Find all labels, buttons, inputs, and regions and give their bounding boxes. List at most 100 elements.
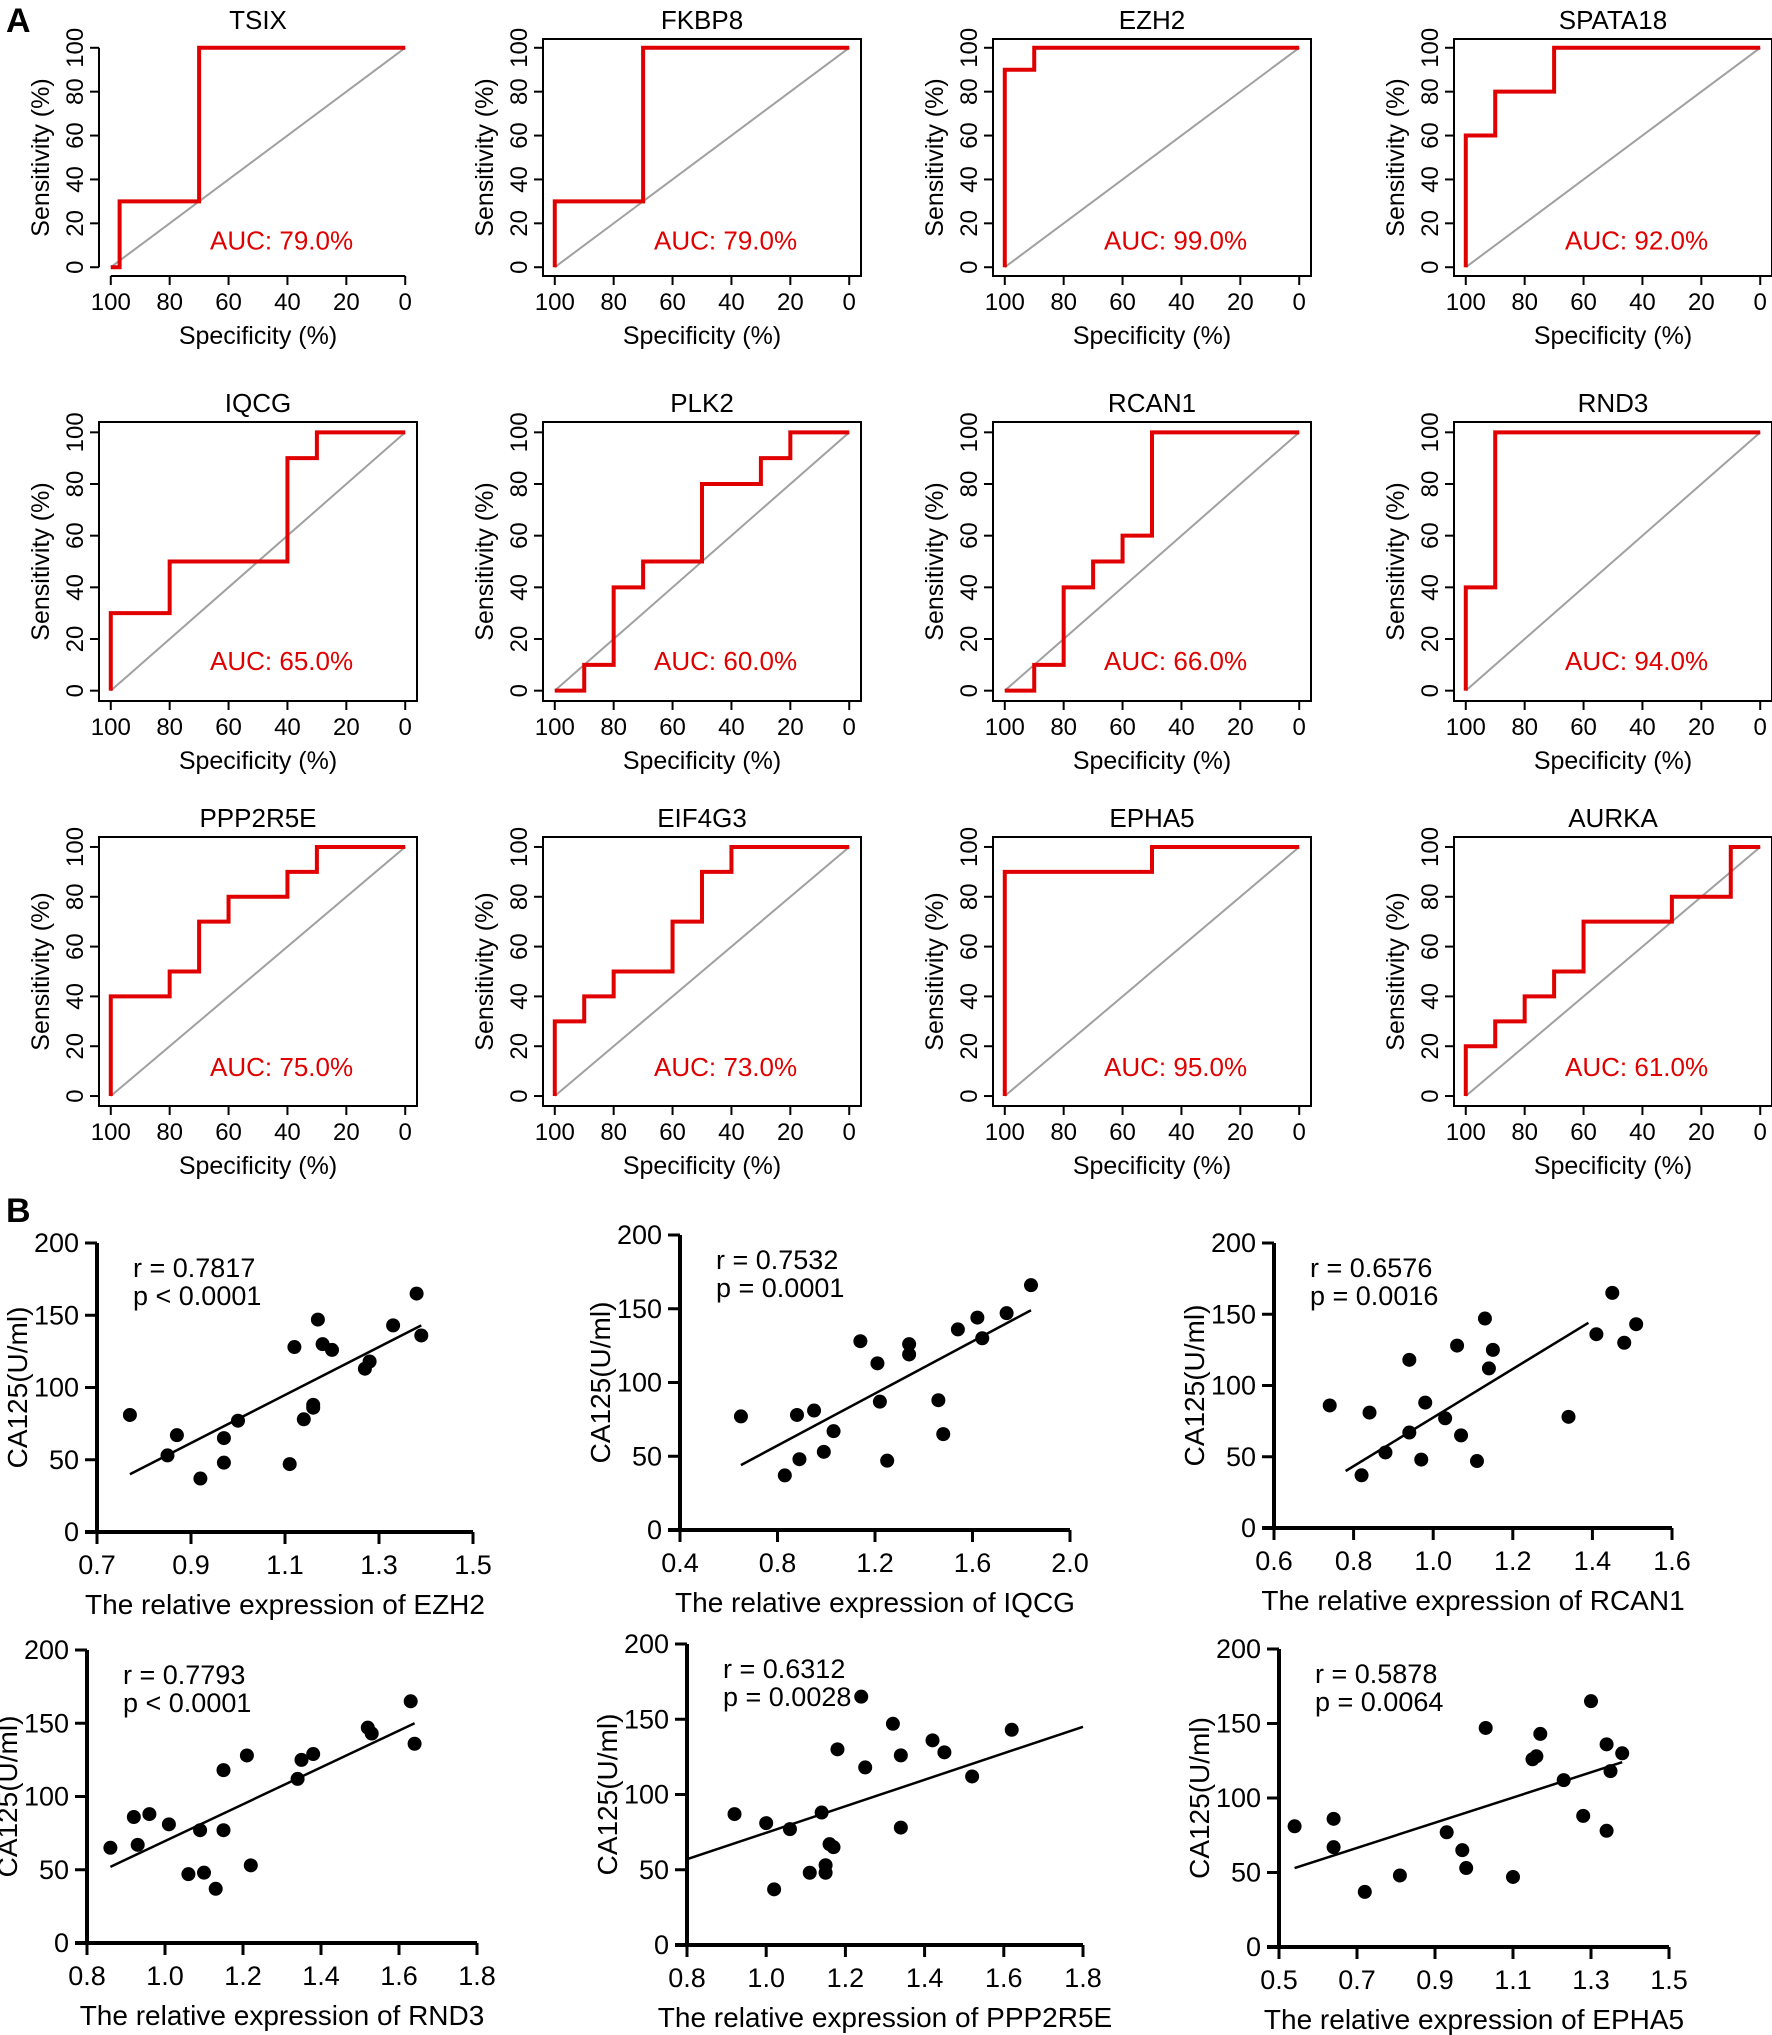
data-point: [925, 1733, 940, 1748]
chart-title: RCAN1: [1108, 388, 1196, 418]
chart-panel-plk2: 100 80 60 40 20 0 0 20 40 60 80 100 PLK2 Specificity …: [471, 388, 862, 775]
y-tick-label: 200: [24, 1635, 69, 1665]
y-tick-label: 40: [506, 574, 533, 601]
roc-curve: [108, 844, 406, 1097]
x-tick-label: 1.8: [1064, 1963, 1102, 1993]
data-point: [160, 1448, 175, 1463]
data-point: [1599, 1823, 1614, 1838]
y-tick-label: 100: [956, 827, 983, 867]
x-axis-label: The relative expression of EZH2: [85, 1589, 485, 1620]
x-tick-label: 80: [1050, 714, 1077, 741]
y-tick-label: 150: [624, 1704, 669, 1734]
y-tick-label: 100: [617, 1368, 662, 1398]
x-tick-label: 20: [777, 714, 804, 741]
x-tick-label: 80: [156, 1119, 183, 1146]
y-axis-label: Sensitivity (%): [471, 78, 499, 236]
data-point: [130, 1837, 145, 1852]
y-tick-label: 20: [62, 626, 89, 653]
y-tick-label: 50: [1226, 1442, 1256, 1472]
y-tick-label: 100: [506, 28, 533, 68]
x-tick-label: 0: [1754, 714, 1767, 741]
chart-panel-spata18: 100 80 60 40 20 0 0 20 40 60 80 100 SPATA18 Specifici…: [1382, 5, 1772, 350]
p-value: p = 0.0064: [1315, 1687, 1443, 1717]
y-tick-label: 60: [956, 933, 983, 960]
y-axis-label: Sensitivity (%): [921, 892, 949, 1050]
x-tick-label: 1.0: [1414, 1546, 1452, 1576]
data-point: [1576, 1808, 1591, 1823]
y-tick-label: 0: [506, 261, 533, 274]
x-tick-label: 20: [1227, 289, 1254, 316]
data-point: [902, 1347, 917, 1362]
data-point: [193, 1823, 208, 1838]
x-tick-label: 40: [274, 1119, 301, 1146]
data-point: [1362, 1405, 1377, 1420]
x-tick-label: 80: [1511, 1119, 1538, 1146]
x-tick-label: 100: [985, 714, 1025, 741]
data-point: [1605, 1285, 1620, 1300]
y-axis-label: CA125(U/ml): [585, 1302, 616, 1464]
y-tick-label: 0: [62, 261, 89, 274]
data-point: [1533, 1726, 1548, 1741]
data-point: [814, 1805, 829, 1820]
auc-annotation: AUC: 79.0%: [210, 226, 353, 256]
y-tick-label: 0: [654, 1930, 669, 1960]
x-tick-label: 0.5: [1260, 1965, 1298, 1995]
x-tick-label: 1.2: [1494, 1546, 1532, 1576]
data-point: [818, 1865, 833, 1880]
x-tick-label: 40: [718, 714, 745, 741]
data-point: [161, 1817, 176, 1832]
charts: 100 80 60 40 20 0020406080100TSIXSpecificity …: [0, 5, 1772, 2035]
data-point: [1584, 1694, 1598, 1709]
y-tick-label: 200: [624, 1629, 669, 1659]
y-tick-label: 60: [956, 522, 983, 549]
y-tick-label: 40: [1417, 983, 1444, 1010]
y-tick-label: 150: [1216, 1709, 1261, 1739]
data-point: [1418, 1395, 1433, 1410]
data-point: [790, 1407, 804, 1422]
x-tick-label: 0.7: [78, 1550, 116, 1580]
y-tick-label: 20: [956, 626, 983, 653]
x-tick-label: 0.6: [1255, 1546, 1293, 1576]
chart-panel-rnd3: 0.8 1.0 1.2 1.4 1.6 1.8 0 50 100 150 200 The relati…: [0, 1635, 496, 2031]
y-tick-label: 200: [617, 1220, 662, 1250]
p-value: p < 0.0001: [123, 1688, 251, 1718]
data-point: [1529, 1749, 1544, 1764]
data-point: [1455, 1843, 1470, 1858]
plot-frame: [992, 38, 1312, 277]
y-tick-label: 60: [62, 122, 89, 149]
data-point: [239, 1748, 254, 1763]
y-tick-label: 60: [506, 122, 533, 149]
y-axis-label: CA125(U/ml): [0, 1716, 23, 1878]
x-tick-label: 40: [1629, 289, 1656, 316]
data-point: [733, 1409, 748, 1424]
data-point: [975, 1331, 990, 1346]
data-point: [1459, 1861, 1474, 1876]
x-tick-label: 1.4: [906, 1963, 944, 1993]
x-tick-label: 0.9: [172, 1550, 210, 1580]
y-tick-label: 20: [62, 1033, 89, 1060]
x-axis-label: Specificity (%): [179, 747, 337, 775]
correlation-r: r = 0.7532: [716, 1245, 838, 1275]
data-point: [782, 1822, 797, 1837]
data-point: [306, 1397, 321, 1412]
data-point: [807, 1403, 822, 1418]
data-point: [1603, 1764, 1618, 1779]
auc-annotation: AUC: 92.0%: [1565, 226, 1708, 256]
x-tick-label: 0: [1293, 289, 1306, 316]
y-tick-label: 100: [1211, 1371, 1256, 1401]
data-point: [1287, 1819, 1302, 1834]
data-point: [826, 1840, 841, 1855]
data-point: [1469, 1454, 1484, 1469]
plot-frame: [98, 421, 418, 702]
y-tick-label: 80: [506, 883, 533, 910]
data-point: [1629, 1317, 1644, 1332]
y-axis-label: Sensitivity (%): [921, 482, 949, 640]
y-tick-label: 60: [1417, 933, 1444, 960]
x-axis-label: The relative expression of EPHA5: [1264, 2004, 1684, 2035]
x-tick-label: 60: [215, 289, 242, 316]
y-tick-label: 60: [1417, 522, 1444, 549]
chart-title: FKBP8: [661, 5, 743, 35]
reference-diagonal: [1004, 431, 1300, 692]
data-point: [409, 1286, 424, 1301]
y-tick-label: 60: [1417, 122, 1444, 149]
